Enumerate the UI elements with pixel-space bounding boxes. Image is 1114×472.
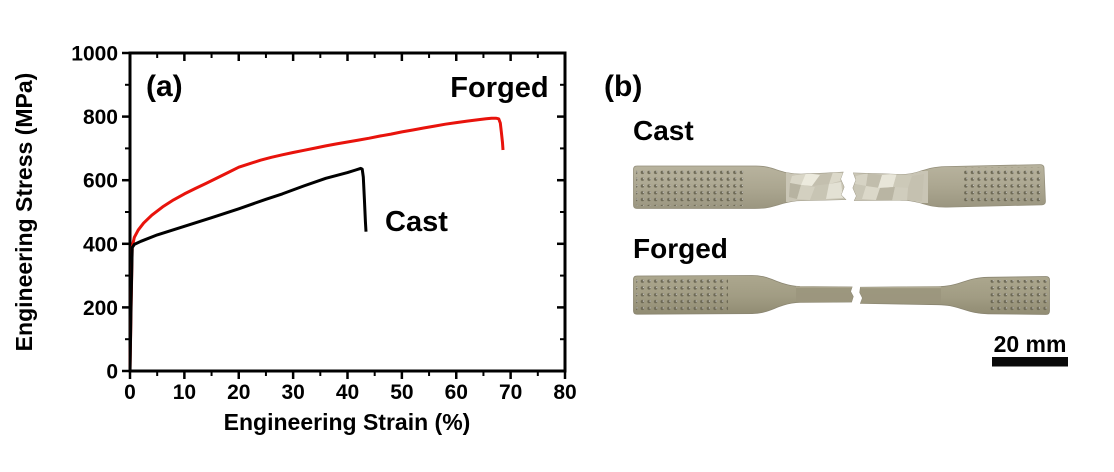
x-tick-label: 50 [390, 381, 413, 404]
cast-right-gauge-crumple [853, 171, 928, 203]
forged-curve-label: Forged [450, 72, 548, 104]
forged-right-grip-dots [990, 280, 1048, 313]
curve-labels: Forged Cast [385, 72, 549, 238]
x-tick-label: 30 [281, 381, 304, 404]
y-tick-label: 400 [83, 233, 118, 256]
panel-b: (b) Cast [604, 70, 1068, 367]
x-axis-title: Engineering Strain (%) [224, 409, 471, 435]
panel-b-label: (b) [604, 70, 642, 103]
y-tick-label: 800 [83, 106, 118, 129]
forged-left-grip-dots [636, 279, 728, 312]
y-tick-label: 0 [106, 361, 118, 384]
scale-bar: 20 mm [992, 331, 1068, 367]
x-tick-label: 0 [124, 381, 136, 404]
cast-specimen-photo [633, 164, 1046, 209]
forged-right-gauge [859, 285, 941, 304]
forged-specimen-photo [633, 275, 1050, 315]
y-tick-label: 200 [83, 297, 118, 320]
cast-right-grip-dots [963, 167, 1043, 204]
x-tick-label: 60 [445, 381, 468, 404]
x-tick-label: 70 [499, 381, 522, 404]
cast-curve-label: Cast [385, 206, 448, 238]
forged-specimen-label: Forged [633, 233, 728, 264]
stress-strain-curves [128, 116, 505, 372]
panel-a-label: (a) [146, 70, 183, 103]
cast-specimen-label: Cast [633, 115, 694, 146]
x-tick-label: 80 [553, 381, 576, 404]
cast-curve [128, 166, 368, 372]
cast-left-grip-dots [636, 169, 746, 206]
x-tick-label: 40 [336, 381, 359, 404]
x-tick-label: 20 [227, 381, 250, 404]
cast-left-gauge-crumple [786, 171, 846, 202]
y-axis-title: Engineering Stress (MPa) [11, 73, 37, 352]
forged-left-gauge [796, 285, 854, 303]
forged-curve [128, 116, 505, 372]
x-tick-label: 10 [173, 381, 196, 404]
scale-bar-label: 20 mm [994, 331, 1067, 357]
scale-bar-line [992, 357, 1068, 367]
y-tick-label: 1000 [71, 43, 118, 66]
y-tick-label: 600 [83, 170, 118, 193]
